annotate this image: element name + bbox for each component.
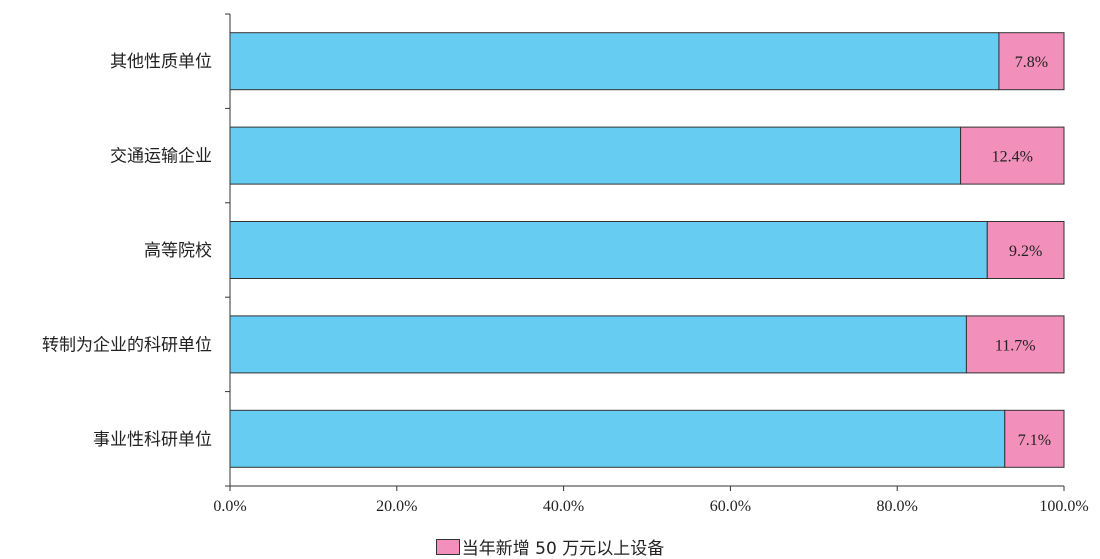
bar-segment-new-equipment xyxy=(965,315,1065,374)
bar-segment-new-equipment xyxy=(1004,409,1065,468)
legend: 当年新增 50 万元以上设备 xyxy=(0,534,1100,559)
bar-segment-base xyxy=(229,32,1000,91)
x-tick-label: 60.0% xyxy=(710,498,751,515)
x-tick-label: 0.0% xyxy=(213,498,246,515)
category-label: 其他性质单位 xyxy=(110,52,212,72)
data-label: 12.4% xyxy=(992,149,1033,166)
axes: 0.0% 20.0% 40.0% 60.0% 80.0% 100.0% xyxy=(213,13,1089,515)
legend-swatch xyxy=(435,539,460,555)
category-label: 交通运输企业 xyxy=(110,147,212,167)
data-label: 7.8% xyxy=(1015,54,1048,71)
bar-segment-base xyxy=(229,221,988,279)
category-label: 高等院校 xyxy=(144,241,212,261)
category-label: 转制为企业的科研单位 xyxy=(42,335,212,355)
x-tick-label: 20.0% xyxy=(376,498,417,515)
data-label: 7.1% xyxy=(1018,432,1051,449)
bar-segment-base xyxy=(229,409,1006,468)
bars xyxy=(229,32,1065,468)
bar-segment-new-equipment xyxy=(986,221,1065,279)
legend-label: 当年新增 50 万元以上设备 xyxy=(461,539,665,559)
labels: 其他性质单位 7.8% 交通运输企业 12.4% 高等院校 9.2% 转制为企业的科研单位 1… xyxy=(42,52,1051,450)
stacked-bar-chart: 0.0% 20.0% 40.0% 60.0% 80.0% 100.0% 其他性质单位 7.8… xyxy=(42,13,1089,515)
data-label: 11.7% xyxy=(995,337,1036,354)
bar-segment-base xyxy=(229,315,967,374)
bar-segment-new-equipment xyxy=(998,32,1065,91)
bar-segment-base xyxy=(229,126,962,185)
x-tick-label: 80.0% xyxy=(877,498,918,515)
x-tick-label: 40.0% xyxy=(543,498,584,515)
data-label: 9.2% xyxy=(1009,243,1042,260)
category-label: 事业性科研单位 xyxy=(93,430,212,450)
x-tick-label: 100.0% xyxy=(1039,498,1088,515)
bar-segment-new-equipment xyxy=(960,126,1065,185)
